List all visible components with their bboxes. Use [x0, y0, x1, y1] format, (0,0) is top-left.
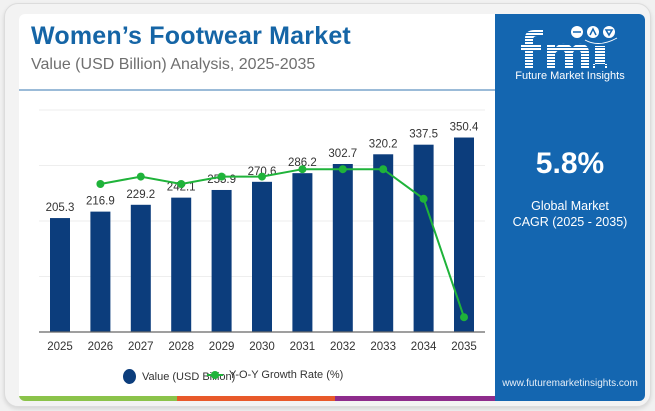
growth-rate-line [100, 168, 465, 318]
legend-item-growth: Y-O-Y Growth Rate (%) [207, 369, 343, 381]
bar-2027 [130, 204, 151, 332]
bar-2032 [332, 164, 353, 332]
growth-point-2035 [460, 313, 468, 322]
x-tick-label-2033: 2033 [370, 341, 396, 353]
x-tick-label-2026: 2026 [88, 341, 114, 353]
card: Women’s Footwear Market Value (USD Billi… [4, 3, 651, 407]
x-tick-label-2032: 2032 [330, 341, 356, 353]
bar-line-chart: 205.32025216.92026229.22027242.12028255.… [39, 109, 485, 353]
data-label-2025: 205.3 [46, 202, 75, 214]
bar-2028 [171, 197, 192, 332]
x-tick-label-2034: 2034 [411, 341, 437, 353]
data-label-2031: 286.2 [288, 157, 317, 169]
bar-2035 [454, 137, 474, 332]
cagr-label-line2: CAGR (2025 - 2035) [512, 215, 628, 229]
growth-point-2032 [338, 165, 347, 174]
x-tick-label-2030: 2030 [249, 341, 275, 353]
data-label-2027: 229.2 [126, 189, 155, 201]
fmi-logo [521, 26, 618, 68]
x-tick-label-2028: 2028 [168, 341, 194, 353]
x-tick-label-2031: 2031 [290, 341, 316, 353]
page-title: Women’s Footwear Market [31, 22, 351, 50]
data-label-2026: 216.9 [86, 196, 115, 208]
stripe-purple [335, 396, 495, 401]
cagr-label-line1: Global Market [531, 199, 609, 213]
cagr-value: 5.8% [535, 147, 605, 180]
growth-point-2026 [96, 180, 105, 188]
header-divider [19, 89, 495, 91]
bar-2030 [252, 181, 272, 332]
stripe-green [19, 396, 177, 401]
logo-text: Future Market Insights [515, 70, 625, 82]
growth-point-2033 [379, 165, 388, 174]
bar-2026 [90, 211, 111, 332]
x-tick-label-2029: 2029 [209, 341, 235, 353]
x-tick-label-2035: 2035 [451, 341, 477, 353]
legend-circle-icon [123, 369, 136, 384]
growth-point-2028 [177, 180, 186, 188]
data-label-2035: 350.4 [450, 122, 479, 134]
side-panel: Future Market Insights 5.8% Global Marke… [495, 14, 645, 401]
page-subtitle: Value (USD Billion) Analysis, 2025-2035 [31, 56, 316, 73]
bar-2033 [373, 154, 394, 332]
data-label-2032: 302.7 [328, 148, 357, 160]
bar-2025 [50, 218, 70, 332]
legend-line-marker-icon [207, 371, 223, 379]
stripe-orange [177, 396, 335, 401]
growth-point-2034 [419, 194, 428, 203]
legend-label-growth: Y-O-Y Growth Rate (%) [229, 369, 344, 381]
data-label-2034: 337.5 [409, 129, 438, 141]
bar-2034 [413, 144, 434, 332]
growth-point-2029 [217, 172, 226, 181]
website-link[interactable]: www.futuremarketinsights.com [502, 378, 638, 389]
growth-point-2030 [258, 172, 266, 181]
chart-panel: Women’s Footwear Market Value (USD Billi… [19, 14, 645, 401]
growth-point-2031 [298, 165, 307, 174]
data-label-2033: 320.2 [369, 138, 398, 150]
bar-2029 [211, 189, 232, 332]
x-tick-label-2027: 2027 [128, 341, 154, 353]
bar-2031 [292, 173, 313, 332]
x-tick-label-2025: 2025 [47, 341, 73, 353]
growth-point-2027 [136, 172, 145, 181]
